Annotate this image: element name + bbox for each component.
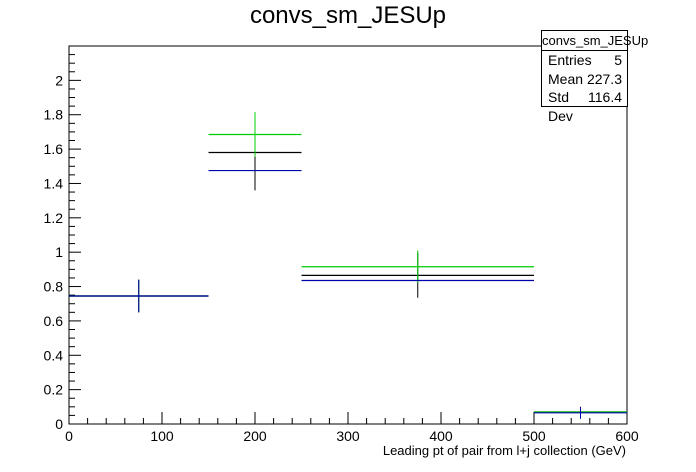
x-tick-label: 300 [336,428,360,444]
stats-label: Entries [548,52,592,68]
stats-row-stddev: Std Dev 116.4 [542,88,627,124]
stats-row-mean: Mean 227.3 [542,70,627,89]
x-tick-label: 600 [615,428,639,444]
stats-value: 5 [614,52,622,68]
x-tick-label: 100 [150,428,174,444]
stats-value: 227.3 [586,70,622,87]
x-tick-label: 200 [243,428,267,444]
x-tick-label: 0 [65,428,73,444]
stats-box-title: convs_sm_JESUp [542,31,648,51]
y-tick-label: 0.4 [44,347,64,363]
x-tick-label: 400 [429,428,453,444]
y-tick-label: 1.8 [44,107,64,123]
stats-row-entries: Entries 5 [542,51,627,70]
stats-label: Std Dev [548,89,573,124]
y-tick-label: 0.2 [44,382,64,398]
stats-box: convs_sm_JESUp Entries 5 Mean 227.3 Std … [541,30,648,124]
y-tick-label: 0.6 [44,313,64,329]
y-tick-label: 1 [55,244,63,260]
x-tick-label: 500 [522,428,546,444]
y-tick-label: 0 [55,416,63,432]
y-tick-label: 1.6 [44,141,64,157]
x-axis-label: Leading pt of pair from l+j collection (… [382,443,626,458]
y-tick-label: 1.4 [44,175,64,191]
stats-label: Mean [548,70,584,87]
y-tick-label: 2 [55,72,63,88]
stats-value: 116.4 [588,89,622,105]
y-tick-label: 0.8 [44,279,64,295]
chart-title: convs_sm_JESUp [249,2,447,29]
y-tick-label: 1.2 [44,210,64,226]
